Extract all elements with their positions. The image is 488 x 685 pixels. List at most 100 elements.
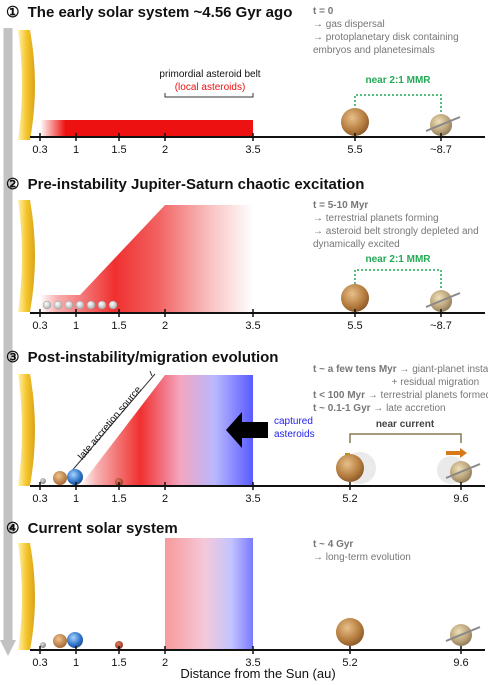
panel-3: ③ Post-instability/migration evolution t… [6,349,488,487]
mercury-icon [40,642,46,648]
axis-tick-label: 1 [73,320,79,332]
svg-text:t ~ a few tens Myr → giant-pla: t ~ a few tens Myr → giant-planet instab… [313,364,488,414]
axis-tick-label: 5.5 [347,144,362,156]
excited-asteroid-belt [40,205,253,313]
venus-icon [53,634,67,648]
axis-tick-label: 1.5 [111,493,126,505]
svg-text:④ Current solar system: ④ Current solar system [6,520,178,537]
panel-3-title: Post-instability/migration evolution [28,349,279,366]
axis-tick-label: 2 [162,657,168,669]
captured-label: captured asteroids [274,416,316,440]
saturn-icon [425,290,461,312]
axis-tick-label: 9.6 [453,657,468,669]
axis-tick-label: 5.2 [342,657,357,669]
near-current-label: near current [376,419,435,430]
panel-3-note-0-bold: t ~ a few tens Myr [313,364,397,375]
axis-tick-label: 9.6 [453,493,468,505]
saturn-icon [445,624,481,646]
axis-tick-label: 1.5 [111,144,126,156]
axis-tick-label: 0.3 [32,144,47,156]
earth-icon [67,469,83,485]
panel-1: ① The early solar system ~4.56 Gyr ago t… [6,4,485,140]
svg-text:t = 0 → gas dispersal: t = 0 → gas dispersal → protoplanetary d… [313,6,461,56]
panel-3-note-3-bold: t ~ 0.1-1 Gyr [313,403,371,414]
axis-tick-label: 5.2 [342,493,357,505]
panel-2-note-3: dynamically excited [313,239,400,250]
axis-tick-label: 3.5 [245,493,260,505]
svg-text:③ Post-instability/migra: ③ Post-instability/migration evolution [6,349,278,366]
panel-1-title: The early solar system ~4.56 Gyr ago [28,4,293,21]
axis-tick-label: 1.5 [111,320,126,332]
axis-tick-label: 1.5 [111,657,126,669]
panel-2-note-0: t = 5-10 Myr [313,200,368,211]
saturn-migration-arrow [446,448,467,458]
axis-tick-label: 3.5 [245,320,260,332]
x-axis-label: Distance from the Sun (au) [180,666,335,681]
axis-tick-label: 3.5 [245,657,260,669]
mmr-bracket-2 [354,269,442,292]
time-arrow [0,28,16,656]
panel-2-note-1: → terrestrial planets forming [313,213,439,224]
belt-sublabel: (local asteroids) [175,82,246,93]
svg-text:① The early solar system: ① The early solar system ~4.56 Gyr ago [6,4,292,21]
panel-3-note-0-text: → giant-planet instability [397,364,488,375]
panel-1-number: ① [6,4,19,21]
jupiter-icon [336,618,364,646]
panel-3-note-2-text: → terrestrial planets formed [365,390,488,401]
panel-2: ② Pre-instability Jupiter-Saturn chaotic… [6,176,485,314]
panel-2-number: ② [6,176,19,193]
panel-3-note-3-text: → late accretion [371,403,446,414]
svg-text:② Pre-instability Jupite: ② Pre-instability Jupiter-Saturn chaotic… [6,176,364,193]
axis-tick-label: 0.3 [32,493,47,505]
axis-tick-label: 1 [73,144,79,156]
jupiter-icon [336,454,364,482]
saturn-icon [425,114,461,136]
saturn-icon [445,461,481,483]
axis-tick-label: 2 [162,493,168,505]
primordial-asteroid-belt [40,120,253,137]
panel-4: ④ Current solar system t ~ 4 Gyr → long-… [6,520,485,651]
mmr-bracket-1 [354,94,442,118]
jupiter-icon [341,108,369,136]
panel-4-number: ④ [6,520,19,537]
sun-icon [18,374,35,486]
panel-4-note-0: t ~ 4 Gyr [313,539,353,550]
panel-4-note-1: → long-term evolution [313,552,411,563]
axis-tick-label: ~8.7 [430,144,452,156]
panel-3-note-1: + residual migration [392,377,480,388]
panel-2-note-2: → asteroid belt strongly depleted and [313,226,479,237]
venus-icon [53,471,67,485]
axis-ticks: 0.3 1 1.5 2 3.5 5.5 ~8.7 0.3 1 1.5 2 3.5 5.5 ~8.7 0.3 1… [32,133,469,669]
svg-text:t ~ 4 Gyr → long-term ev: t ~ 4 Gyr → long-term evolution [313,539,411,563]
svg-text:t = 5-10 Myr → terrestri: t = 5-10 Myr → terrestrial planets formi… [313,200,481,250]
panel-2-title: Pre-instability Jupiter-Saturn chaotic e… [28,176,365,193]
sun-icon [18,543,35,650]
sun-icon [18,200,35,312]
mmr-label-2: near 2:1 MMR [365,254,431,265]
axis-tick-label: 0.3 [32,320,47,332]
panel-1-note-1: → gas dispersal [313,19,385,30]
belt-label: primordial asteroid belt [159,69,260,80]
axis-tick-label: 3.5 [245,144,260,156]
earth-icon [67,632,83,648]
capture-arrow [226,412,268,448]
axis-tick-label: 2 [162,320,168,332]
jupiter-icon [341,284,369,312]
panel-4-title: Current solar system [28,520,178,537]
panel-3-note-2-bold: t < 100 Myr [313,390,365,401]
axis-tick-label: 1 [73,657,79,669]
axis-tick-label: 0.3 [32,657,47,669]
near-current-bracket [349,433,462,443]
panel-1-note-2: → protoplanetary disk containing [313,32,459,43]
current-asteroid-belt [165,538,253,650]
sun-icon [18,30,35,140]
late-accretion-bracket [69,370,156,474]
panel-3-number: ③ [6,349,19,366]
post-instability-belt [80,375,253,486]
embryos [42,300,118,310]
panel-1-note-0: t = 0 [313,6,334,17]
axis-tick-label: 1 [73,493,79,505]
mercury-icon [40,478,46,484]
mmr-label-1: near 2:1 MMR [365,75,431,86]
